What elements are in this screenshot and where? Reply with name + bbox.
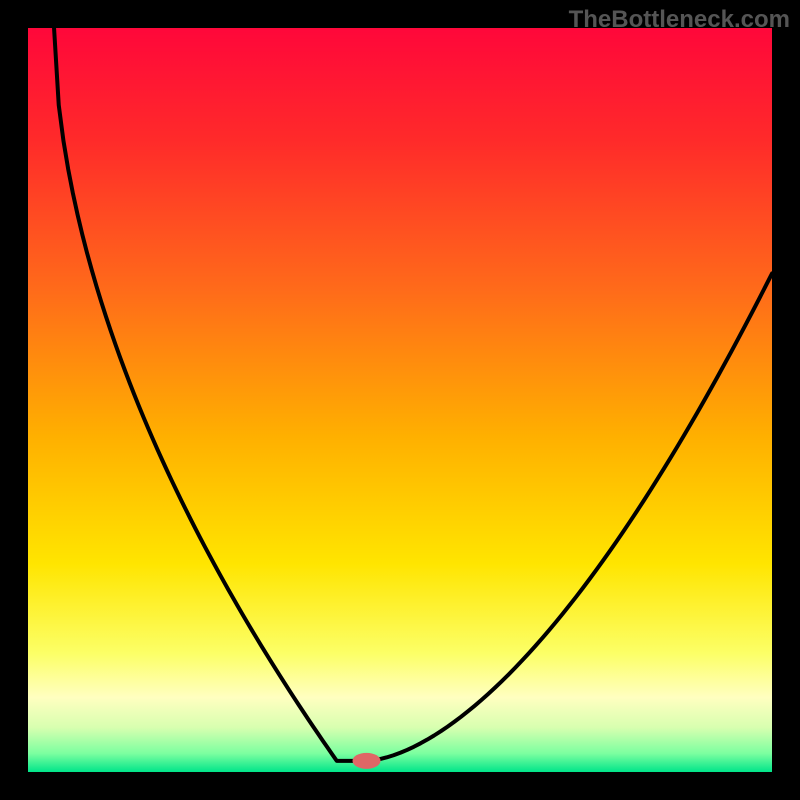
chart-background — [28, 28, 772, 772]
bottleneck-chart — [28, 28, 772, 772]
watermark-text: TheBottleneck.com — [569, 6, 790, 34]
optimal-marker — [353, 753, 381, 769]
